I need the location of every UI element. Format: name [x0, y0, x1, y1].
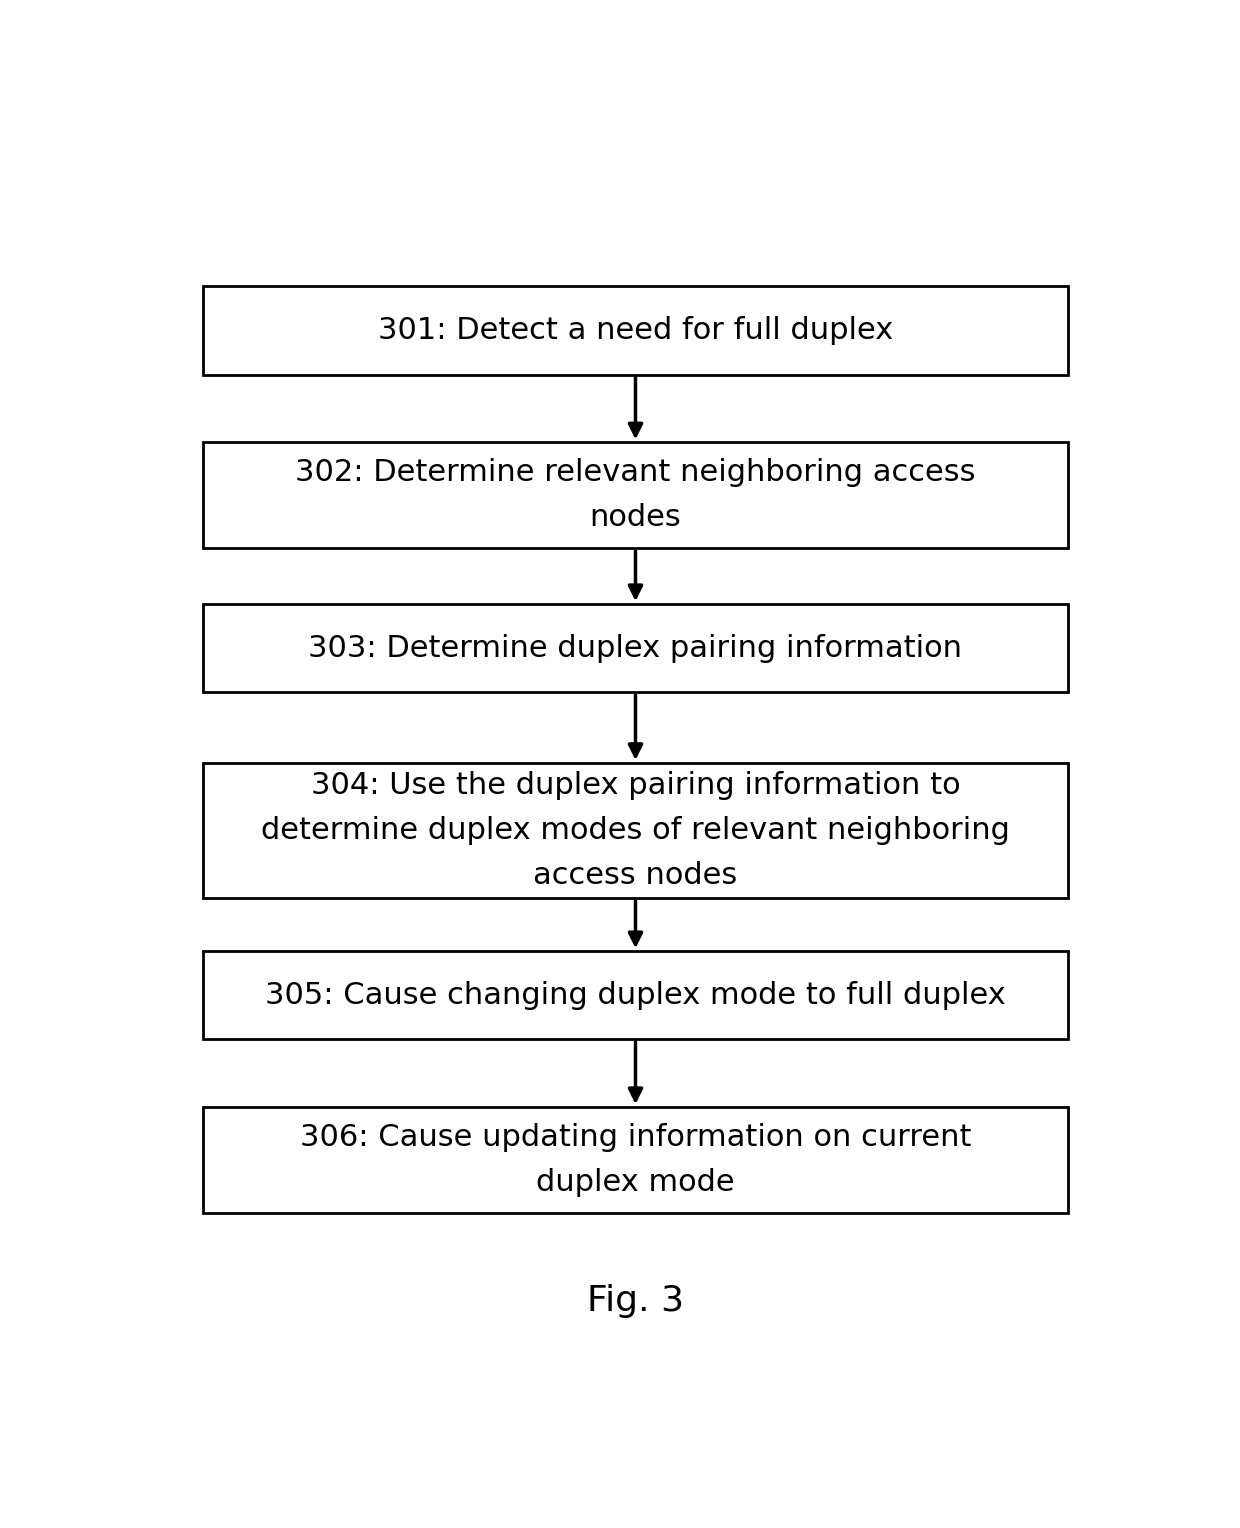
- Text: 301: Detect a need for full duplex: 301: Detect a need for full duplex: [378, 316, 893, 345]
- Bar: [203, 604, 1068, 692]
- Bar: [203, 286, 1068, 374]
- Text: determine duplex modes of relevant neighboring: determine duplex modes of relevant neigh…: [262, 816, 1009, 845]
- Text: 303: Determine duplex pairing information: 303: Determine duplex pairing informatio…: [309, 634, 962, 663]
- Text: 306: Cause updating information on current: 306: Cause updating information on curre…: [300, 1123, 971, 1152]
- Bar: [203, 762, 1068, 898]
- Text: duplex mode: duplex mode: [536, 1167, 735, 1196]
- Bar: [203, 442, 1068, 549]
- Text: nodes: nodes: [590, 503, 681, 532]
- Text: Fig. 3: Fig. 3: [587, 1284, 684, 1319]
- Bar: [203, 950, 1068, 1039]
- Text: 305: Cause changing duplex mode to full duplex: 305: Cause changing duplex mode to full …: [265, 981, 1006, 1010]
- Text: 302: Determine relevant neighboring access: 302: Determine relevant neighboring acce…: [295, 458, 976, 487]
- Bar: [203, 1106, 1068, 1213]
- Text: access nodes: access nodes: [533, 860, 738, 889]
- Text: 304: Use the duplex pairing information to: 304: Use the duplex pairing information …: [311, 772, 960, 801]
